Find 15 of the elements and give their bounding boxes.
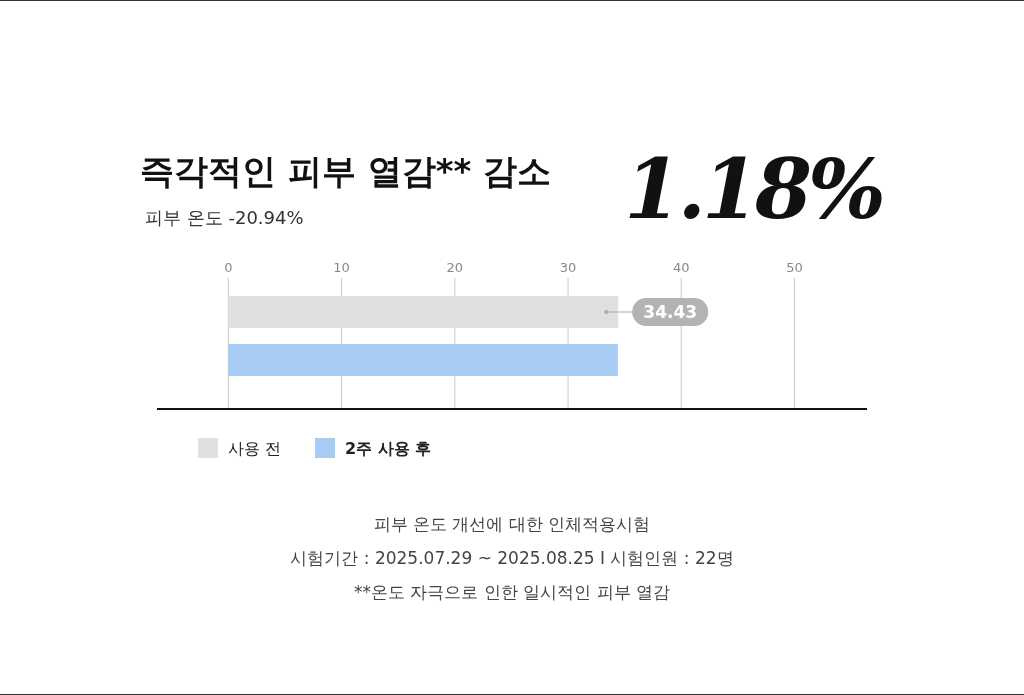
x-tick-label: 0 (224, 260, 233, 275)
text: **온도 자극으로 인한 일시적인 피부 열감 (353, 582, 671, 602)
legend-label: 2주 사용 후 (345, 439, 432, 458)
chart-title: 즉각적인 피부 열감** 감소 (140, 151, 552, 191)
x-tick-label: 20 (446, 260, 464, 275)
text: 1.18% (624, 141, 884, 237)
data-label: 34.43 (643, 302, 698, 322)
x-tick-label: 50 (786, 260, 803, 275)
text: 피부 온도 개선에 대한 인체적용시험 (373, 514, 651, 534)
text: 시험기간 : 2025.07.29 ~ 2025.08.25 I 시험인원 : 22명 (290, 548, 734, 568)
x-tick-label: 40 (673, 260, 690, 275)
legend-label: 사용 전 (228, 439, 282, 458)
chart-subtitle: 피부 온도 -20.94% (145, 207, 304, 228)
x-tick-label: 30 (559, 260, 577, 275)
x-tick-label: 10 (333, 260, 350, 275)
